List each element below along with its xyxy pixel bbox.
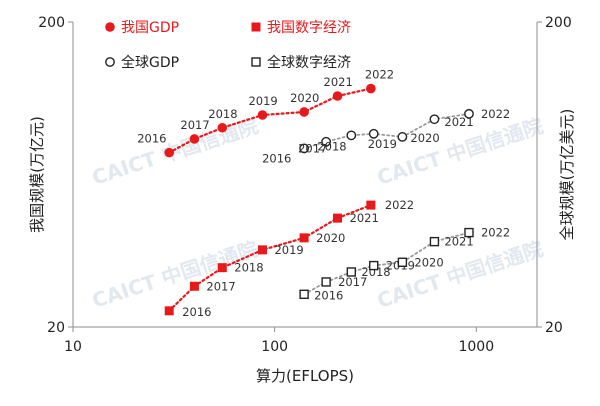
- point-label: 2022: [481, 107, 510, 121]
- point-label: 2017: [206, 279, 235, 293]
- point-label: 2020: [414, 255, 443, 269]
- x-axis-title: 算力(EFLOPS): [256, 367, 354, 385]
- point-label: 2016: [314, 288, 343, 302]
- data-point: [429, 114, 440, 125]
- x-tick-label: 1000: [458, 339, 494, 355]
- x-tick-label: 100: [261, 339, 288, 355]
- data-point: [299, 143, 310, 154]
- y-right-tick-label: 200: [545, 15, 572, 31]
- point-label: 2018: [361, 265, 390, 279]
- y-left-tick-label: 200: [38, 15, 65, 31]
- data-point: [257, 110, 268, 120]
- point-label: 2019: [274, 243, 303, 257]
- data-point: [368, 128, 379, 139]
- point-label: 2019: [248, 94, 277, 108]
- data-point: [346, 130, 357, 141]
- data-point: [369, 260, 379, 271]
- data-point: [333, 213, 343, 223]
- data-point: [217, 122, 228, 133]
- point-label: 2018: [208, 107, 237, 121]
- data-point: [366, 83, 376, 94]
- point-label: 2021: [444, 115, 473, 129]
- legend-marker-2: [251, 22, 261, 32]
- data-point: [429, 236, 440, 247]
- data-point: [321, 277, 331, 287]
- data-point: [464, 108, 474, 119]
- point-label: 2017: [338, 275, 367, 289]
- data-point: [321, 136, 332, 147]
- point-label: 2022: [365, 68, 394, 82]
- point-label: 2017: [180, 118, 209, 132]
- y-axis-title-left: 我国规模(万亿元): [28, 116, 46, 233]
- x-tick-label: 10: [64, 339, 82, 355]
- legend-label-3: 全球GDP: [121, 54, 179, 71]
- point-label: 2016: [137, 132, 166, 146]
- data-point: [299, 107, 309, 117]
- data-point: [217, 263, 227, 273]
- point-label: 2017: [298, 142, 327, 156]
- data-point: [464, 227, 474, 238]
- point-label: 2020: [410, 131, 439, 145]
- point-label: 2020: [290, 91, 319, 105]
- legend-label-2: 我国数字经济: [267, 20, 351, 36]
- y-axis-title-right: 全球规模(万亿美元): [558, 109, 576, 241]
- point-label: 2021: [350, 211, 379, 225]
- legend-label-4: 全球数字经济: [267, 54, 351, 71]
- data-point: [299, 289, 309, 300]
- data-point: [189, 281, 199, 291]
- point-label: 2022: [481, 226, 510, 240]
- data-point: [257, 245, 267, 255]
- legend-marker-4: [251, 57, 261, 67]
- point-label: 2018: [317, 139, 346, 153]
- data-point: [332, 91, 343, 101]
- data-point: [397, 132, 408, 142]
- point-label: 2018: [234, 261, 263, 275]
- data-point: [397, 257, 408, 267]
- data-point: [164, 147, 175, 158]
- y-left-tick-label: 20: [47, 320, 65, 336]
- data-point: [366, 200, 376, 210]
- data-point: [299, 233, 309, 243]
- data-point: [346, 267, 357, 277]
- point-label: 2021: [324, 75, 353, 89]
- point-label: 2019: [368, 137, 397, 151]
- data-point: [164, 306, 174, 316]
- point-label: 2021: [444, 235, 473, 249]
- legend-marker-3: [105, 57, 115, 67]
- legend-label-1: 我国GDP: [121, 20, 179, 36]
- y-right-tick-label: 20: [545, 320, 563, 336]
- watermark-1: CAICT 中国信通院: [89, 114, 261, 190]
- point-label: 2016: [182, 305, 211, 319]
- legend-marker-1: [105, 22, 115, 32]
- point-label: 2020: [316, 231, 345, 245]
- point-label: 2016: [262, 151, 291, 165]
- point-label: 2022: [385, 198, 414, 212]
- data-point: [189, 134, 200, 144]
